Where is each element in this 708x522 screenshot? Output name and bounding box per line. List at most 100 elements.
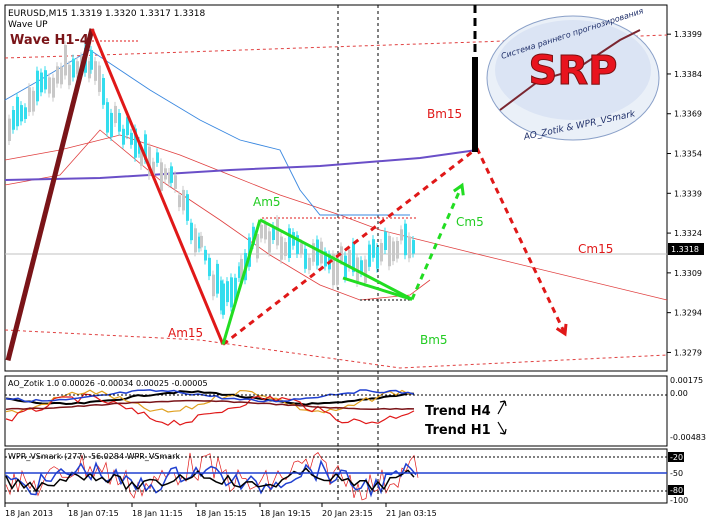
price-tick-label: 1.3339 [674,189,702,198]
candle-body [170,166,173,183]
candle-body [56,66,59,84]
indicator-header: Wave UP [8,20,48,30]
wpr-tick-label: -80 [670,486,683,495]
projection-c15-line [475,147,567,335]
ao-plot-area [5,389,667,426]
price-tick-label: 1.3354 [674,150,702,159]
candle-body [134,128,137,158]
candle-body [152,161,155,176]
candle-body [156,152,159,163]
last-price-label: 1.3318 [671,245,699,254]
ao-tick-label: 0.00175 [670,376,703,385]
candle-body [352,241,355,273]
candle-body [324,251,327,267]
candle-body [364,259,367,283]
candle-body [360,260,363,274]
ma-fast-line [4,129,431,301]
trend-down-arrow-icon [497,421,507,435]
candle-body [126,117,129,136]
candle-body [204,249,207,261]
candle-body [16,96,19,127]
candle-body [252,226,255,245]
wpr-tick-bg [668,452,684,462]
candle-body [60,66,63,85]
price-tick-label: 1.3309 [674,269,702,278]
candle-body [76,61,79,75]
candle-body [94,61,97,81]
time-tick-label: 18 Jan 15:15 [196,509,247,518]
bm15-label: Bm15 [427,107,462,121]
candle-body [344,255,347,279]
candle-body [140,150,143,166]
candle-body [408,236,411,259]
candle-body [88,61,91,79]
cm5-arrow-icon [452,182,465,196]
trend-h1-label: Trend H1 [425,423,491,438]
ao-tick-label: 0.00 [670,389,688,398]
candle-body [280,236,283,260]
time-axis: 18 Jan 2013 18 Jan 07:15 18 Jan 11:15 18 Ja… [4,503,437,518]
candle-body [388,235,391,267]
last-price-tag [668,243,704,255]
candle-body [52,77,55,98]
trend-up-arrow-icon [497,400,507,415]
candle-body [276,219,279,246]
candle-body [230,277,233,308]
am5-label: Am5 [253,195,281,209]
candle-body [106,102,109,133]
candle-body [222,283,225,315]
logo-arrow [499,29,641,111]
ao-blue-line [5,389,415,403]
wpr-tick-label: -20 [670,453,683,462]
candle-body [194,228,197,253]
candle-body [216,263,219,294]
logo-text: SRP [529,48,618,94]
price-tick-label: 1.3369 [674,110,702,119]
symbol-header: EURUSD,M15 1.3319 1.3320 1.3317 1.3318 [8,9,206,19]
candle-body [44,70,47,90]
candle-body [348,249,351,268]
candle-body [400,229,403,241]
candle-body [256,233,259,259]
srp-logo: SRP Система раннего прогнозирования AO_Z… [486,6,660,143]
candle-body [98,65,101,92]
candle-body [404,223,407,256]
time-tick-label: 20 Jan 23:15 [322,509,373,518]
wave-b5-line [259,218,413,301]
cm15-arrow-icon [555,323,568,337]
wpr-tick-label: -100 [670,496,688,505]
candle-body [234,277,237,302]
candle-body [288,228,291,258]
cm15-label: Cm15 [578,242,613,256]
am15-label: Am15 [168,326,203,340]
price-tick-label: 1.3324 [674,229,702,238]
wpr-plot-area [5,452,667,501]
candle-body [36,70,39,102]
candle-body [296,235,299,255]
time-tick-label: 18 Jan 11:15 [132,509,183,518]
candle-body [300,243,303,254]
candle-body [164,168,167,180]
price-axis: 1.3399 1.3384 1.3369 1.3354 1.3339 1.3324 1.33… [667,30,704,357]
candle-body [238,266,241,278]
wpr-tick-bg [668,485,684,495]
candle-body [110,112,113,137]
candle-body [264,222,267,240]
candle-body [24,107,27,119]
candle-body [240,258,243,284]
time-tick-label: 18 Jan 07:15 [68,509,119,518]
candle-body [174,175,177,189]
time-tick-label: 18 Jan 19:15 [260,509,311,518]
ao-axis: 0.00175 0.00 -0.00483 [670,376,706,442]
candle-body [396,240,399,259]
candle-body [68,64,71,86]
candle-body [304,248,307,269]
wpr-tick-label: -50 [670,469,683,478]
candle-body [32,90,35,112]
candle-body [122,128,125,145]
ma-slow-line [4,134,668,301]
candle-body [160,162,163,191]
candle-body [198,236,201,249]
candle-body [102,77,105,105]
candle-body [392,241,395,262]
